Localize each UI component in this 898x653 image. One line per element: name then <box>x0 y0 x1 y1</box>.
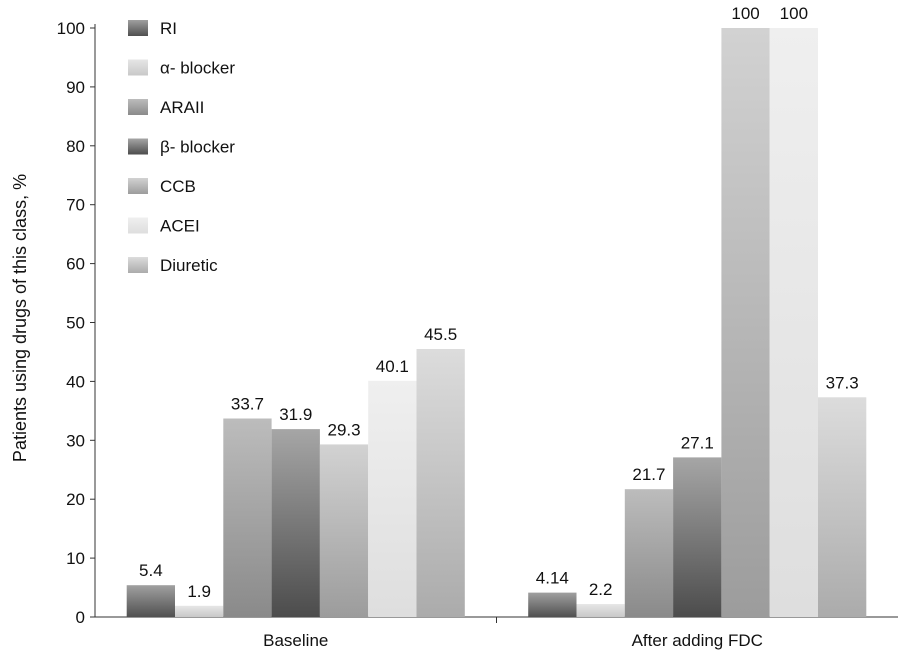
x-category-label: After adding FDC <box>632 631 763 650</box>
data-label: 37.3 <box>826 373 859 392</box>
data-label: 2.2 <box>589 580 613 599</box>
y-tick-label: 100 <box>57 19 85 38</box>
data-label: 33.7 <box>231 395 264 414</box>
bar <box>673 457 722 617</box>
y-tick-label: 10 <box>66 549 85 568</box>
legend-label: β- blocker <box>160 138 235 157</box>
axes: 0 10 20 30 40 50 60 70 80 90 100 Baseline After addi… <box>57 19 898 650</box>
bar <box>528 592 577 617</box>
data-labels: 5.4 1.9 33.7 31.9 29.3 40.1 45.5 4.14 2.2 21.7 27.… <box>139 4 859 601</box>
legend-swatch <box>128 99 148 115</box>
y-tick-label: 20 <box>66 490 85 509</box>
data-label: 40.1 <box>376 357 409 376</box>
bar <box>721 28 770 617</box>
data-label: 31.9 <box>279 405 312 424</box>
bar <box>576 604 625 617</box>
legend-swatch <box>128 178 148 194</box>
y-tick-label: 30 <box>66 431 85 450</box>
data-label: 100 <box>731 4 759 23</box>
x-category-label: Baseline <box>263 631 328 650</box>
y-tick-label: 40 <box>66 372 85 391</box>
data-label: 21.7 <box>632 465 665 484</box>
y-tick-label: 50 <box>66 314 85 333</box>
data-label: 45.5 <box>424 325 457 344</box>
legend-swatch <box>128 138 148 155</box>
data-label: 4.14 <box>536 569 569 588</box>
bar <box>368 380 417 617</box>
y-tick-label: 70 <box>66 196 85 215</box>
bar <box>271 429 320 617</box>
data-label: 29.3 <box>328 420 361 439</box>
legend-label: CCB <box>160 177 196 196</box>
data-label: 5.4 <box>139 561 163 580</box>
data-label: 27.1 <box>681 433 714 452</box>
bar <box>818 397 867 617</box>
bars <box>126 28 867 617</box>
legend-label: RI <box>160 19 177 38</box>
legend: RI α- blocker ARAII β- blocker CCB ACEI Diuret… <box>128 19 235 275</box>
y-tick-label: 0 <box>76 608 85 627</box>
y-tick-label: 60 <box>66 255 85 274</box>
bar <box>126 585 175 617</box>
bar <box>624 489 674 617</box>
y-axis-title: Patients using drugs of this class, % <box>10 174 30 462</box>
bar <box>319 444 369 617</box>
legend-label: α- blocker <box>160 59 235 78</box>
bar <box>769 28 818 617</box>
legend-swatch <box>128 20 148 36</box>
bar <box>223 418 272 617</box>
legend-label: ACEI <box>160 217 200 236</box>
data-label: 100 <box>780 4 808 23</box>
legend-swatch <box>128 217 148 234</box>
data-label: 1.9 <box>187 582 211 601</box>
legend-label: Diuretic <box>160 256 218 275</box>
bar <box>175 605 224 617</box>
legend-swatch <box>128 59 148 76</box>
bar <box>416 349 465 617</box>
legend-swatch <box>128 257 148 273</box>
legend-label: ARAII <box>160 98 204 117</box>
y-tick-label: 80 <box>66 137 85 156</box>
y-tick-label: 90 <box>66 78 85 97</box>
